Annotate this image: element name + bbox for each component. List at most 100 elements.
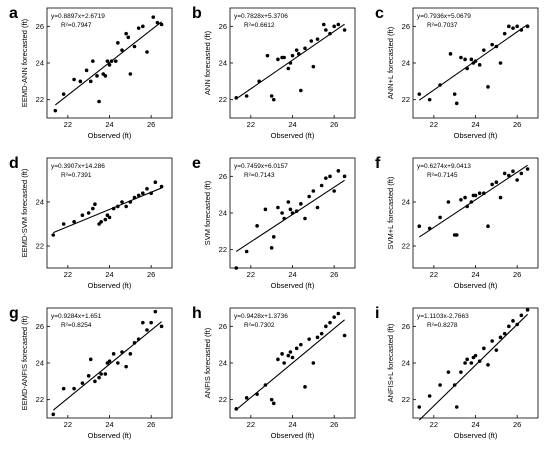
- y-tick-label: 24: [402, 59, 410, 68]
- data-point: [53, 108, 58, 113]
- x-tick-label: 24: [288, 420, 296, 429]
- y-tick-label: 22: [402, 242, 410, 251]
- y-tick-label: 26: [36, 22, 44, 31]
- data-point: [315, 335, 320, 340]
- fit-line: [54, 21, 162, 106]
- data-point: [288, 61, 293, 65]
- chart-panel-h: h 22 24 26 22 24 26 Observed (ft) ANFIS forecast…: [192, 305, 356, 440]
- data-point: [473, 353, 478, 358]
- data-point: [417, 224, 422, 228]
- x-axis-label: Observed (ft): [271, 281, 315, 290]
- chart-panel-b: b 22 24 26 22 24 26 Observed (ft) ANN forecasted…: [192, 5, 356, 140]
- fit-line: [53, 187, 162, 234]
- panel-letter: d: [9, 155, 19, 172]
- data-point: [459, 370, 463, 374]
- data-point: [519, 28, 524, 32]
- data-point: [507, 173, 511, 178]
- data-point: [309, 39, 314, 43]
- y-tick-label: 24: [219, 359, 227, 368]
- data-point: [257, 79, 261, 84]
- x-tick-label: 24: [105, 270, 113, 279]
- data-point: [113, 59, 118, 63]
- data-point: [324, 176, 328, 180]
- y-tick-label: 26: [402, 322, 410, 331]
- x-tick-label: 26: [147, 120, 155, 129]
- data-point: [244, 249, 249, 254]
- data-point: [498, 61, 503, 65]
- panel-letter: a: [9, 5, 18, 22]
- panel-letter: b: [192, 5, 202, 22]
- panel-letter: e: [192, 155, 201, 172]
- data-point: [271, 97, 276, 102]
- data-point: [417, 92, 422, 96]
- data-point: [427, 97, 432, 102]
- y-tick-label: 22: [36, 242, 44, 251]
- data-point: [78, 79, 83, 84]
- data-point: [120, 350, 124, 354]
- data-point: [61, 386, 66, 391]
- data-point: [311, 64, 316, 69]
- data-point: [103, 372, 108, 376]
- data-point: [288, 207, 293, 212]
- data-point: [153, 309, 158, 314]
- data-point: [486, 363, 490, 367]
- data-point: [465, 66, 469, 71]
- data-point: [296, 52, 301, 56]
- data-point: [525, 167, 530, 171]
- data-point: [149, 191, 153, 195]
- y-axis-label: EEMD-ANN forecasted (ft): [20, 18, 29, 107]
- data-point: [255, 392, 259, 396]
- data-point: [116, 361, 120, 365]
- data-point: [91, 59, 95, 63]
- y-tick-label: 24: [36, 359, 44, 368]
- data-point: [307, 337, 311, 341]
- data-point: [482, 48, 486, 52]
- data-point: [525, 24, 530, 29]
- data-point: [324, 324, 328, 329]
- data-point: [319, 331, 324, 336]
- data-point: [280, 352, 284, 356]
- data-point: [438, 83, 442, 87]
- data-point: [459, 198, 463, 202]
- data-point: [519, 171, 524, 176]
- data-point: [51, 233, 56, 237]
- data-point: [255, 224, 259, 228]
- data-point: [141, 24, 145, 29]
- data-point: [234, 266, 239, 270]
- y-tick-label: 26: [219, 172, 227, 181]
- data-point: [111, 352, 116, 356]
- data-point: [482, 346, 486, 351]
- y-axis-label: ANN+L forecasted (ft): [386, 26, 395, 99]
- data-point: [342, 174, 347, 179]
- regression-equation: y=0.9284x+1.651: [51, 313, 102, 320]
- data-point: [107, 215, 112, 220]
- x-tick-label: 24: [471, 270, 479, 279]
- r-squared: R²=0.7037: [427, 22, 458, 29]
- chart-panel-e: e 22 24 26 22 24 26 Observed (ft) SVM forecasted…: [192, 155, 356, 290]
- data-point: [490, 42, 494, 47]
- data-point: [145, 328, 149, 332]
- data-point: [128, 352, 133, 356]
- y-tick-label: 26: [36, 322, 44, 331]
- data-point: [336, 22, 341, 27]
- data-point: [286, 200, 291, 204]
- y-tick-label: 22: [219, 95, 227, 104]
- data-point: [494, 180, 499, 184]
- panel-letter: i: [375, 305, 379, 322]
- y-axis-label: ANFIS+L forecasted (ft): [386, 323, 395, 402]
- data-point: [342, 28, 347, 32]
- data-point: [477, 191, 482, 195]
- data-point: [463, 57, 467, 62]
- regression-equation: y=0.9428x+1.3736: [234, 313, 288, 320]
- data-point: [299, 88, 303, 93]
- data-point: [511, 319, 515, 323]
- x-tick-label: 22: [247, 120, 255, 129]
- x-tick-label: 22: [247, 270, 255, 279]
- x-tick-label: 26: [513, 420, 521, 429]
- data-point: [124, 31, 128, 36]
- data-point: [99, 220, 103, 224]
- data-point: [84, 68, 89, 73]
- chart-panel-g: g 22 24 26 22 24 26 Observed (ft) EEMD-ANFIS for…: [9, 305, 173, 440]
- data-point: [307, 194, 311, 199]
- y-tick-label: 26: [402, 22, 410, 31]
